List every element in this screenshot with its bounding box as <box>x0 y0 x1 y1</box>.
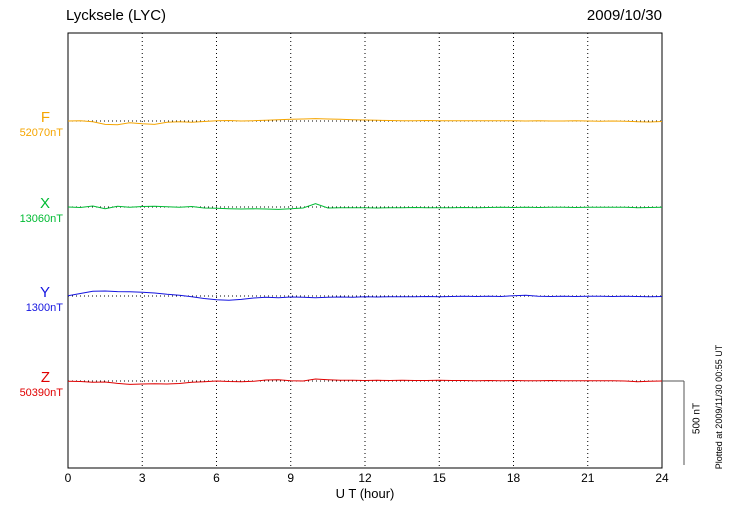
series-baseline-value-X: 13060nT <box>19 213 63 225</box>
series-label-Y: Y <box>39 284 50 301</box>
series-baseline-value-F: 52070nT <box>19 127 63 139</box>
series-label-F: F <box>40 109 50 126</box>
station-title: Lycksele (LYC) <box>66 7 167 24</box>
x-axis-label: U T (hour) <box>335 486 395 501</box>
trace-Y <box>67 290 663 301</box>
series-baseline-value-Z: 50390nT <box>19 387 63 399</box>
x-tick-label-9: 9 <box>287 471 295 485</box>
x-tick-label-21: 21 <box>581 471 595 485</box>
trace-X <box>67 203 663 210</box>
x-tick-label-18: 18 <box>506 471 521 485</box>
series-baseline-value-Y: 1300nT <box>25 302 63 314</box>
x-tick-label-6: 6 <box>213 471 220 485</box>
x-tick-label-0: 0 <box>64 471 72 485</box>
plot-border <box>67 32 663 469</box>
trace-F <box>67 118 663 126</box>
series-label-Z: Z <box>40 369 50 386</box>
scale-bar-label: 500 nT <box>691 402 703 435</box>
x-tick-label-3: 3 <box>138 471 146 485</box>
series-label-X: X <box>39 195 50 212</box>
x-tick-label-24: 24 <box>655 471 669 485</box>
trace-Z <box>67 378 663 385</box>
x-tick-label-12: 12 <box>358 471 372 485</box>
x-tick-label-15: 15 <box>432 471 446 485</box>
date-label: 2009/10/30 <box>586 7 662 24</box>
plot-timestamp-note: Plotted at 2009/11/30 00:55 UT <box>714 344 724 470</box>
